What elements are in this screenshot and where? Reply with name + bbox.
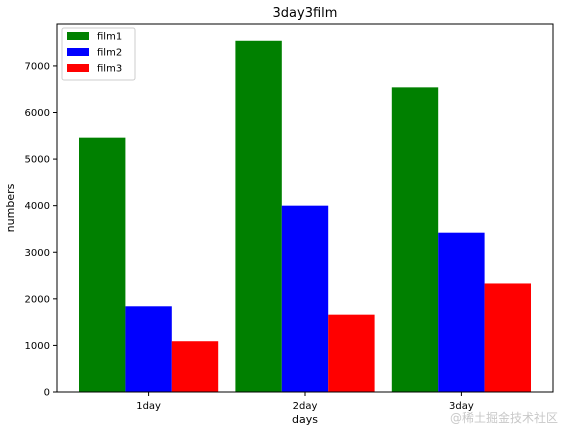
x-tick-label: 1day bbox=[136, 401, 161, 412]
legend-label-film1: film1 bbox=[97, 32, 122, 43]
y-tick-label: 0 bbox=[44, 388, 50, 399]
y-axis-label: numbers bbox=[4, 183, 17, 232]
x-axis-label: days bbox=[292, 413, 318, 426]
bar-film3-2day bbox=[328, 314, 375, 392]
x-tick-label: 3day bbox=[449, 401, 474, 412]
legend-label-film3: film3 bbox=[97, 64, 122, 75]
x-axis: 1day 2day 3day bbox=[136, 392, 474, 412]
legend-swatch-film1 bbox=[67, 32, 89, 40]
x-tick-label: 2day bbox=[293, 401, 318, 412]
legend: film1 film2 film3 bbox=[61, 27, 136, 81]
bar-film2-3day bbox=[438, 232, 485, 392]
bar-film3-1day bbox=[171, 341, 219, 392]
watermark: @稀土掘金技术社区 bbox=[450, 410, 558, 425]
bar-film1-3day bbox=[391, 87, 439, 392]
bar-film1-1day bbox=[79, 137, 126, 392]
bar-film1-2day bbox=[235, 40, 282, 393]
bar-film2-2day bbox=[281, 205, 329, 392]
y-tick-label: 4000 bbox=[25, 201, 50, 212]
y-axis: 0 1000 2000 3000 4000 5000 6000 7000 bbox=[25, 61, 57, 399]
y-tick-label: 3000 bbox=[25, 248, 50, 259]
bars-group bbox=[79, 40, 531, 393]
legend-swatch-film2 bbox=[67, 48, 89, 56]
y-tick-label: 2000 bbox=[25, 294, 50, 305]
bar-film3-3day bbox=[484, 283, 531, 392]
y-tick-label: 6000 bbox=[25, 108, 50, 119]
legend-swatch-film3 bbox=[67, 64, 89, 72]
bar-film2-1day bbox=[125, 306, 172, 392]
y-tick-label: 7000 bbox=[25, 61, 50, 72]
legend-label-film2: film2 bbox=[97, 48, 122, 59]
y-tick-label: 1000 bbox=[25, 341, 50, 352]
y-tick-label: 5000 bbox=[25, 155, 50, 166]
chart-title: 3day3film bbox=[273, 6, 338, 21]
